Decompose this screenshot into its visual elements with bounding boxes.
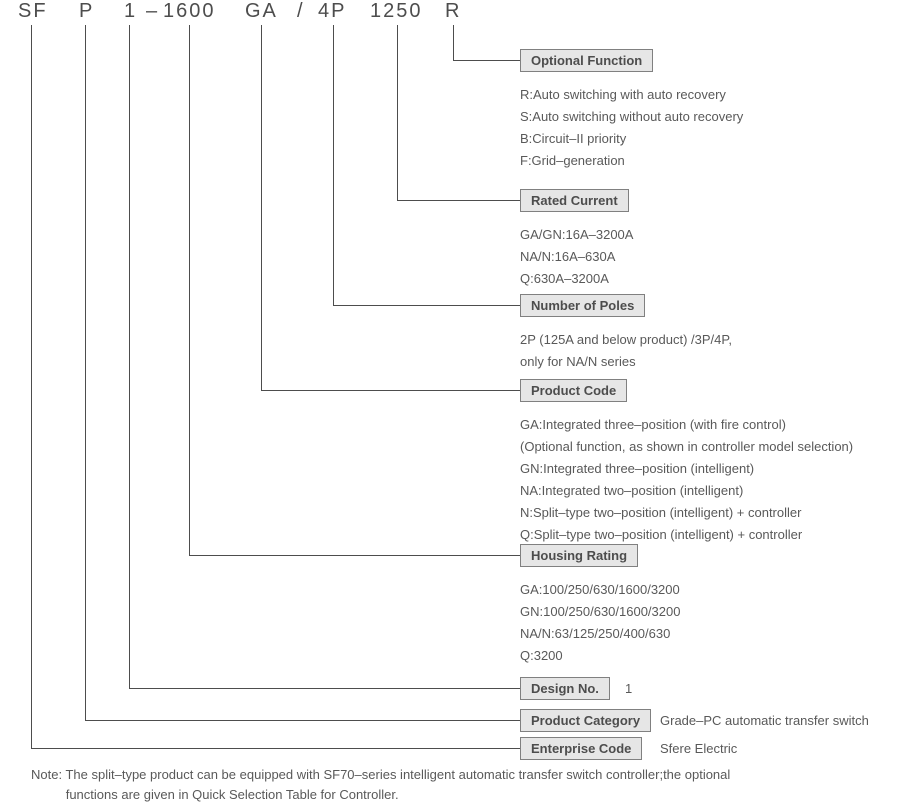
line: NA/N:16A–630A <box>520 246 633 268</box>
note-label: Note: <box>31 767 62 782</box>
line: B:Circuit–II priority <box>520 128 743 150</box>
line: only for NA/N series <box>520 351 732 373</box>
dropline-p2 <box>85 33 86 720</box>
line: GN:100/250/630/1600/3200 <box>520 601 680 623</box>
heading-product-category: Product Category <box>520 709 651 732</box>
tick <box>333 25 334 33</box>
line: F:Grid–generation <box>520 150 743 172</box>
body-optional-function: R:Auto switching with auto recovery S:Au… <box>520 84 743 172</box>
tick <box>85 25 86 33</box>
code-part-r: R <box>445 0 461 23</box>
code-slash: / <box>297 0 305 23</box>
hline-p5 <box>261 390 520 391</box>
line: N:Split–type two–position (intelligent) … <box>520 502 853 524</box>
hline-p8 <box>453 60 520 61</box>
hline-p3 <box>129 688 520 689</box>
heading-enterprise-code: Enterprise Code <box>520 737 642 760</box>
tick <box>397 25 398 33</box>
body-rated-current: GA/GN:16A–3200A NA/N:16A–630A Q:630A–320… <box>520 224 633 290</box>
note-text-1: The split–type product can be equipped w… <box>65 767 730 782</box>
body-number-of-poles: 2P (125A and below product) /3P/4P, only… <box>520 329 732 373</box>
line: S:Auto switching without auto recovery <box>520 106 743 128</box>
hline-p1 <box>31 748 520 749</box>
hline-p6 <box>333 305 520 306</box>
code-part-p: P <box>79 0 94 23</box>
line: Q:3200 <box>520 645 680 667</box>
value-product-category: Grade–PC automatic transfer switch <box>660 713 869 728</box>
note-text-2: functions are given in Quick Selection T… <box>66 787 399 802</box>
line: NA/N:63/125/250/400/630 <box>520 623 680 645</box>
body-product-code: GA:Integrated three–position (with fire … <box>520 414 853 546</box>
dropline-p1 <box>31 33 32 748</box>
code-dash: – <box>146 0 159 23</box>
code-part-1600: 1600 <box>163 0 216 23</box>
footnote: Note: The split–type product can be equi… <box>31 765 871 805</box>
hline-p2 <box>85 720 520 721</box>
dropline-p7 <box>397 33 398 200</box>
dropline-p3 <box>129 33 130 688</box>
value-design-no: 1 <box>625 681 632 696</box>
dropline-p8 <box>453 33 454 60</box>
tick <box>189 25 190 33</box>
body-housing-rating: GA:100/250/630/1600/3200 GN:100/250/630/… <box>520 579 680 667</box>
code-part-ga: GA <box>245 0 278 23</box>
code-part-1: 1 <box>124 0 137 23</box>
tick <box>261 25 262 33</box>
code-part-sf: SF <box>18 0 48 23</box>
line: (Optional function, as shown in controll… <box>520 436 853 458</box>
line: GN:Integrated three–position (intelligen… <box>520 458 853 480</box>
tick <box>453 25 454 33</box>
line: GA:100/250/630/1600/3200 <box>520 579 680 601</box>
heading-design-no: Design No. <box>520 677 610 700</box>
line: NA:Integrated two–position (intelligent) <box>520 480 853 502</box>
heading-housing-rating: Housing Rating <box>520 544 638 567</box>
value-enterprise-code: Sfere Electric <box>660 741 737 756</box>
dropline-p6 <box>333 33 334 305</box>
line: 2P (125A and below product) /3P/4P, <box>520 329 732 351</box>
code-part-4p: 4P <box>318 0 346 23</box>
heading-number-of-poles: Number of Poles <box>520 294 645 317</box>
tick <box>129 25 130 33</box>
line: GA/GN:16A–3200A <box>520 224 633 246</box>
hline-p7 <box>397 200 520 201</box>
heading-rated-current: Rated Current <box>520 189 629 212</box>
dropline-p5 <box>261 33 262 390</box>
hline-p4 <box>189 555 520 556</box>
dropline-p4 <box>189 33 190 555</box>
heading-optional-function: Optional Function <box>520 49 653 72</box>
line: GA:Integrated three–position (with fire … <box>520 414 853 436</box>
line: Q:Split–type two–position (intelligent) … <box>520 524 853 546</box>
line: R:Auto switching with auto recovery <box>520 84 743 106</box>
line: Q:630A–3200A <box>520 268 633 290</box>
tick <box>31 25 32 33</box>
heading-product-code: Product Code <box>520 379 627 402</box>
code-part-1250: 1250 <box>370 0 423 23</box>
